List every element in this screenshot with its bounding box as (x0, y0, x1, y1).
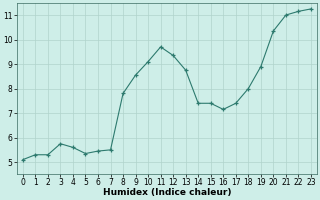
X-axis label: Humidex (Indice chaleur): Humidex (Indice chaleur) (103, 188, 231, 197)
